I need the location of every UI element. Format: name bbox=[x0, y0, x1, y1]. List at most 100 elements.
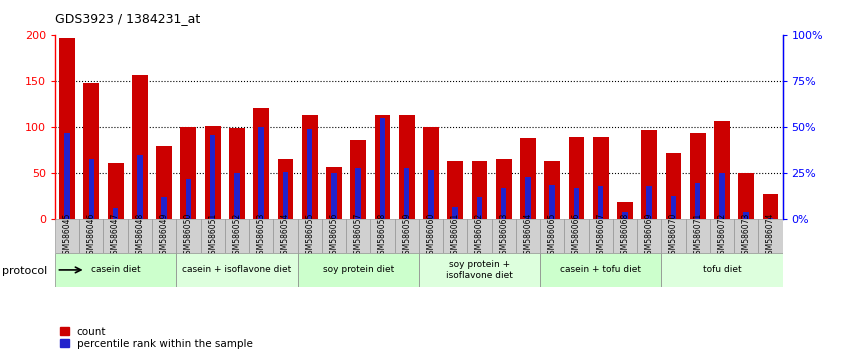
Text: soy protein diet: soy protein diet bbox=[322, 266, 393, 274]
Bar bbox=[453, 207, 458, 219]
Text: GSM586066: GSM586066 bbox=[572, 213, 581, 259]
FancyBboxPatch shape bbox=[589, 219, 613, 253]
Bar bbox=[185, 179, 191, 219]
FancyBboxPatch shape bbox=[443, 219, 467, 253]
Bar bbox=[283, 172, 288, 219]
FancyBboxPatch shape bbox=[176, 219, 201, 253]
Text: GSM586074: GSM586074 bbox=[766, 213, 775, 259]
FancyBboxPatch shape bbox=[55, 253, 176, 287]
Bar bbox=[180, 127, 196, 219]
Text: GSM586062: GSM586062 bbox=[475, 213, 484, 259]
Bar bbox=[471, 161, 487, 219]
FancyBboxPatch shape bbox=[758, 219, 783, 253]
Text: GSM586068: GSM586068 bbox=[620, 213, 629, 259]
Bar bbox=[593, 137, 608, 219]
FancyBboxPatch shape bbox=[176, 253, 298, 287]
FancyBboxPatch shape bbox=[103, 219, 128, 253]
Text: GDS3923 / 1384231_at: GDS3923 / 1384231_at bbox=[55, 12, 201, 25]
Text: GSM586053: GSM586053 bbox=[256, 213, 266, 259]
Text: GSM586054: GSM586054 bbox=[281, 213, 290, 259]
Bar bbox=[258, 127, 264, 219]
FancyBboxPatch shape bbox=[540, 253, 662, 287]
Text: GSM586061: GSM586061 bbox=[451, 213, 459, 259]
FancyBboxPatch shape bbox=[516, 219, 540, 253]
FancyBboxPatch shape bbox=[419, 253, 540, 287]
FancyBboxPatch shape bbox=[710, 219, 734, 253]
Bar bbox=[569, 137, 585, 219]
Bar bbox=[253, 108, 269, 219]
Text: GSM586058: GSM586058 bbox=[378, 213, 387, 259]
FancyBboxPatch shape bbox=[321, 219, 346, 253]
Bar bbox=[622, 212, 628, 219]
Text: GSM586071: GSM586071 bbox=[693, 213, 702, 259]
Text: GSM586060: GSM586060 bbox=[426, 213, 436, 259]
FancyBboxPatch shape bbox=[298, 253, 419, 287]
FancyBboxPatch shape bbox=[249, 219, 273, 253]
FancyBboxPatch shape bbox=[225, 219, 249, 253]
Bar bbox=[525, 177, 530, 219]
FancyBboxPatch shape bbox=[80, 219, 103, 253]
Text: GSM586072: GSM586072 bbox=[717, 213, 727, 259]
Bar bbox=[355, 168, 361, 219]
Text: GSM586056: GSM586056 bbox=[329, 213, 338, 259]
FancyBboxPatch shape bbox=[201, 219, 225, 253]
Bar bbox=[137, 155, 143, 219]
Text: tofu diet: tofu diet bbox=[703, 266, 741, 274]
Bar bbox=[132, 75, 148, 219]
FancyBboxPatch shape bbox=[613, 219, 637, 253]
Bar bbox=[59, 38, 75, 219]
Legend: count, percentile rank within the sample: count, percentile rank within the sample bbox=[60, 327, 253, 349]
FancyBboxPatch shape bbox=[394, 219, 419, 253]
Bar bbox=[496, 159, 512, 219]
FancyBboxPatch shape bbox=[492, 219, 516, 253]
Bar bbox=[448, 161, 463, 219]
Bar bbox=[210, 135, 216, 219]
Bar bbox=[544, 161, 560, 219]
FancyBboxPatch shape bbox=[662, 219, 685, 253]
Bar bbox=[157, 146, 172, 219]
Bar bbox=[744, 212, 749, 219]
FancyBboxPatch shape bbox=[55, 219, 80, 253]
Text: GSM586050: GSM586050 bbox=[184, 213, 193, 259]
Bar bbox=[574, 188, 580, 219]
Bar bbox=[617, 202, 633, 219]
FancyBboxPatch shape bbox=[419, 219, 443, 253]
Text: GSM586064: GSM586064 bbox=[524, 213, 532, 259]
Text: GSM586046: GSM586046 bbox=[87, 213, 96, 259]
FancyBboxPatch shape bbox=[371, 219, 394, 253]
Text: GSM586069: GSM586069 bbox=[645, 213, 654, 259]
Text: GSM586065: GSM586065 bbox=[547, 213, 557, 259]
FancyBboxPatch shape bbox=[467, 219, 492, 253]
Bar bbox=[689, 133, 706, 219]
Bar bbox=[520, 138, 536, 219]
Bar bbox=[307, 129, 312, 219]
FancyBboxPatch shape bbox=[152, 219, 176, 253]
FancyBboxPatch shape bbox=[637, 219, 662, 253]
FancyBboxPatch shape bbox=[662, 253, 783, 287]
Bar bbox=[205, 126, 221, 219]
Bar bbox=[671, 195, 676, 219]
Bar bbox=[501, 188, 507, 219]
Text: GSM586051: GSM586051 bbox=[208, 213, 217, 259]
Text: GSM586057: GSM586057 bbox=[354, 213, 363, 259]
FancyBboxPatch shape bbox=[273, 219, 298, 253]
FancyBboxPatch shape bbox=[128, 219, 152, 253]
Text: casein + tofu diet: casein + tofu diet bbox=[560, 266, 641, 274]
Bar bbox=[762, 194, 778, 219]
Bar bbox=[598, 186, 603, 219]
FancyBboxPatch shape bbox=[564, 219, 589, 253]
Bar bbox=[739, 173, 754, 219]
Bar bbox=[398, 115, 415, 219]
Text: GSM586045: GSM586045 bbox=[63, 213, 72, 259]
Text: casein + isoflavone diet: casein + isoflavone diet bbox=[182, 266, 292, 274]
Text: GSM586070: GSM586070 bbox=[669, 213, 678, 259]
Bar bbox=[107, 163, 124, 219]
Bar bbox=[549, 184, 555, 219]
FancyBboxPatch shape bbox=[685, 219, 710, 253]
Bar bbox=[326, 167, 342, 219]
Bar bbox=[84, 83, 99, 219]
Bar bbox=[767, 218, 773, 219]
Bar bbox=[64, 133, 70, 219]
Bar bbox=[428, 170, 434, 219]
Bar bbox=[404, 168, 409, 219]
